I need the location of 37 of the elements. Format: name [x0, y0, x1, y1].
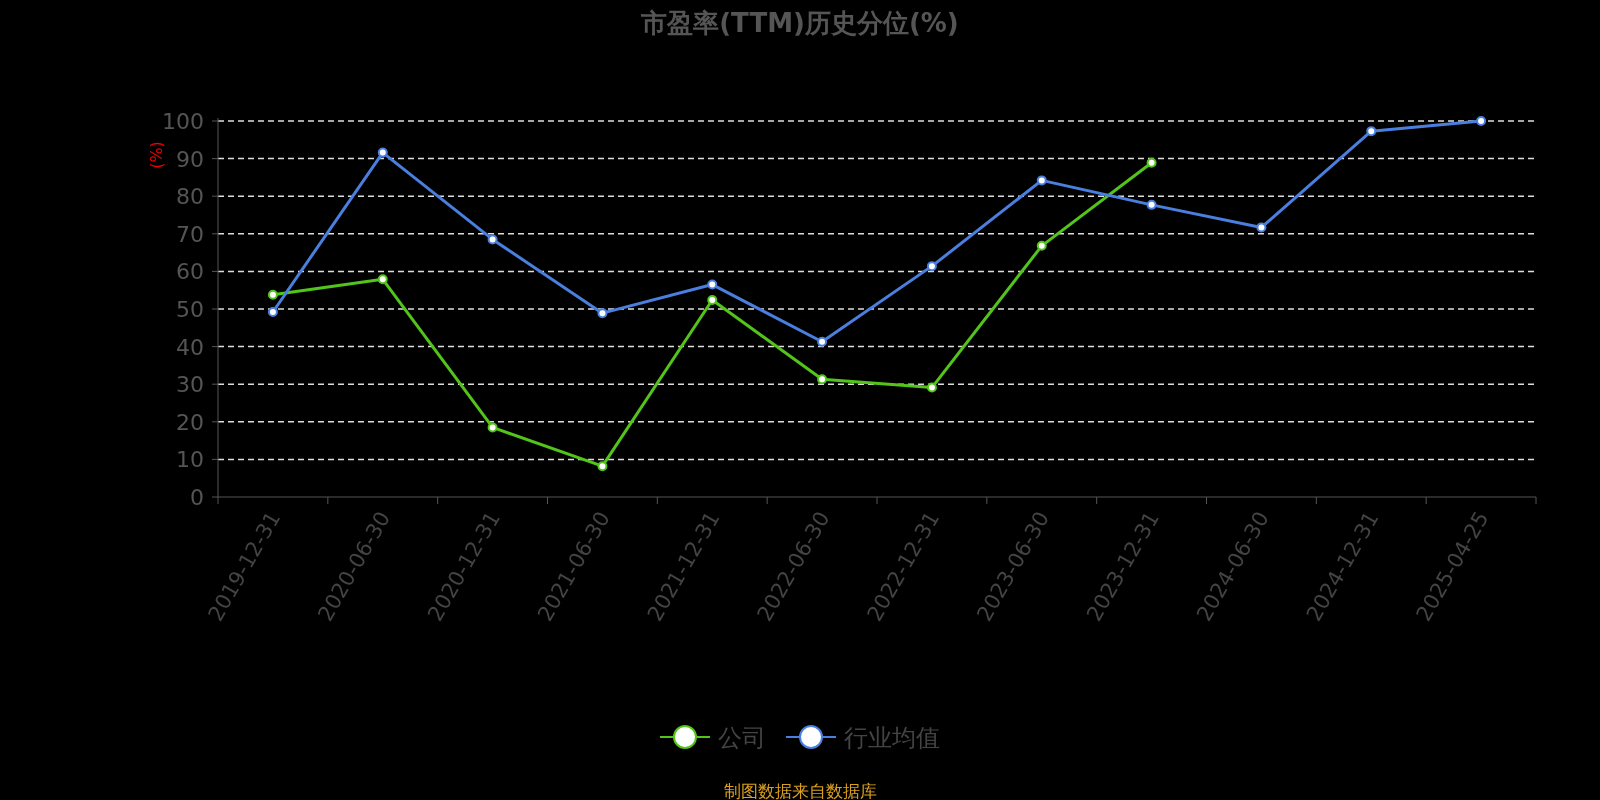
y-tick-label: 0 [190, 485, 204, 510]
y-tick-label: 20 [176, 409, 204, 435]
point [1146, 157, 1157, 168]
point [597, 461, 608, 472]
y-tick-label: 90 [176, 146, 204, 172]
y-axis-title: (%) [147, 141, 166, 169]
chart-title: 市盈率(TTM)历史分位(%) [640, 8, 959, 38]
point [926, 261, 937, 272]
point [267, 307, 278, 318]
point [817, 374, 828, 385]
point [707, 294, 718, 305]
point [377, 147, 388, 158]
point [487, 234, 498, 245]
point [597, 308, 608, 319]
point [817, 336, 828, 347]
y-tick-label: 50 [176, 297, 204, 322]
y-tick-label: 40 [176, 334, 204, 360]
y-tick-label: 80 [176, 184, 204, 210]
y-tick-label: 60 [176, 259, 204, 285]
point [1036, 240, 1047, 251]
y-tick-label: 10 [176, 447, 204, 473]
point [267, 289, 278, 300]
y-tick-label: 100 [162, 109, 204, 134]
y-tick-label: 70 [176, 221, 204, 247]
point [1366, 126, 1377, 137]
legend-label: 公司 [718, 724, 766, 752]
point [1256, 222, 1267, 233]
text: 制图数据来自数据库 [723, 781, 877, 800]
point [1146, 199, 1157, 210]
point [926, 382, 937, 393]
y-tick-label: 30 [176, 372, 204, 398]
point [377, 274, 388, 285]
point [707, 279, 718, 290]
point [487, 422, 498, 433]
point [1476, 116, 1487, 126]
legend-label: 行业均值 [844, 724, 940, 752]
point [1036, 175, 1047, 186]
